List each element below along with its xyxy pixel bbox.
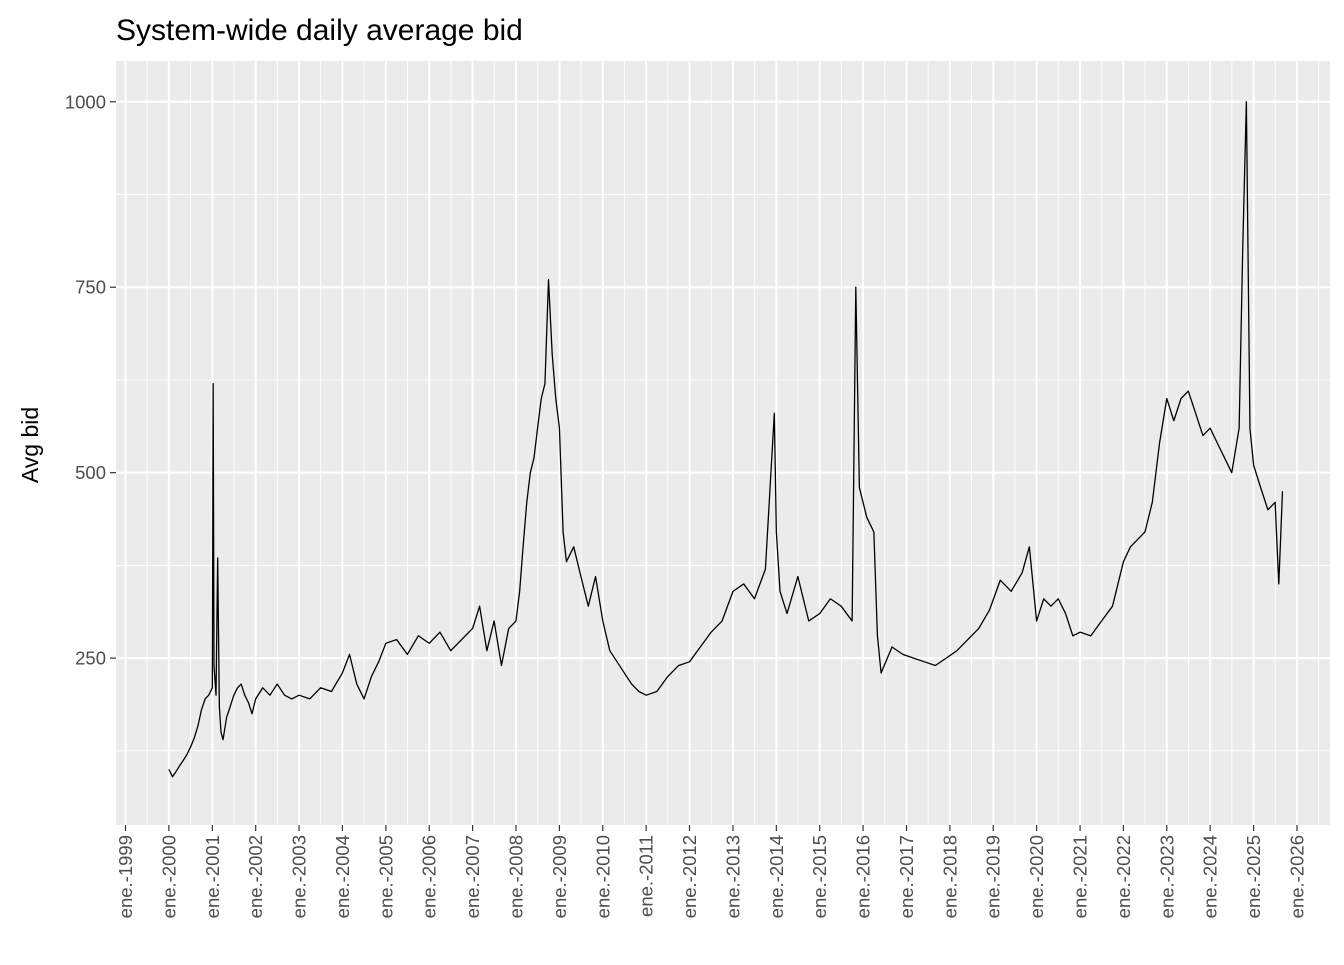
x-tick-label: ene.-1999 [115,835,136,918]
y-axis-label: Avg bid [17,407,43,483]
x-tick-label: ene.-2010 [592,835,613,918]
x-tick-label: ene.-2018 [939,835,960,918]
x-tick-label: ene.-2004 [332,835,353,918]
x-tick-label: ene.-2020 [1026,835,1047,918]
x-tick-label: ene.-2001 [202,835,223,918]
series-line [168,101,1284,778]
y-tick-label: 750 [75,277,106,298]
x-tick-label: ene.-2024 [1200,835,1221,918]
y-tick-label: 500 [75,462,106,483]
x-tick-label: ene.-2011 [636,835,657,917]
minor-gridlines-y [116,194,1330,752]
x-tick-label: ene.-2025 [1243,835,1264,918]
series-layer [168,101,1284,778]
x-tick-label: ene.-2016 [853,835,874,918]
x-tick-label: ene.-2022 [1113,835,1134,918]
minor-gridlines-x [146,61,1320,825]
x-tick-label: ene.-2009 [549,835,570,918]
x-tick-label: ene.-2002 [245,835,266,918]
chart-title: System-wide daily average bid [116,14,523,47]
x-tick-label: ene.-2005 [375,835,396,918]
x-tick-label: ene.-2000 [158,835,179,918]
y-tick-label: 250 [75,648,106,669]
x-tick-label: ene.-2003 [289,835,310,918]
x-tick-label: ene.-2006 [419,835,440,918]
x-tick-label: ene.-2014 [766,835,787,918]
y-tick-label: 1000 [65,91,106,112]
plot-panel [116,61,1330,825]
x-tick-label: ene.-2026 [1286,835,1307,918]
x-tick-label: ene.-2021 [1070,835,1091,918]
y-axis-ticks: 250 500 750 1000 [65,91,116,669]
x-tick-label: ene.-2007 [462,835,483,918]
major-gridlines-y [116,100,1330,660]
x-axis-ticks: ene.-1999 ene.-2000 ene.-2001 ene.-2002 ene.… [115,825,1307,918]
x-tick-label: ene.-2013 [722,835,743,918]
x-tick-label: ene.-2017 [896,835,917,918]
x-tick-label: ene.-2019 [983,835,1004,918]
major-gridlines-x [124,61,1298,825]
x-tick-label: ene.-2012 [679,835,700,918]
x-tick-label: ene.-2015 [809,835,830,918]
x-tick-label: ene.-2023 [1156,835,1177,918]
x-tick-label: ene.-2008 [505,835,526,918]
